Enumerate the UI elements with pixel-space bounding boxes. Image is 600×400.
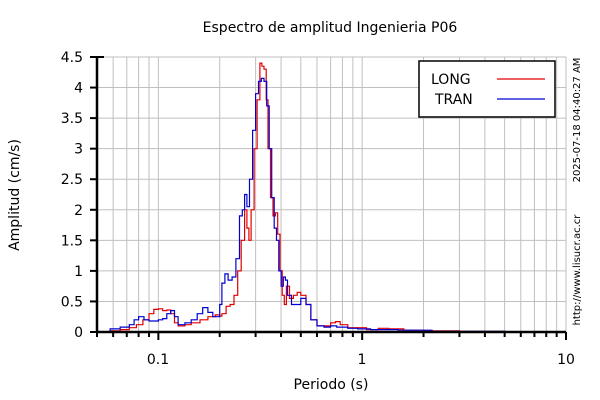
y-tick-label: 0 — [74, 325, 83, 341]
x-tick-labels: 0.1 1 10 — [147, 352, 575, 368]
y-axis-label: Amplitud (cm/s) — [7, 139, 23, 251]
y-tick-label: 2.5 — [61, 172, 83, 188]
y-tick-label: 1.5 — [61, 233, 83, 249]
y-tick-label: 0.5 — [61, 294, 83, 310]
y-tick-label: 1 — [74, 264, 83, 280]
series-group — [100, 62, 566, 333]
legend-box — [418, 60, 556, 118]
grid — [97, 56, 567, 332]
series-tran — [100, 77, 566, 333]
ticks — [90, 56, 567, 340]
y-tick-label: 3 — [74, 142, 83, 158]
y-tick-label: 4.5 — [61, 50, 83, 66]
x-tick-label: 10 — [557, 352, 575, 368]
legend-label-tran: TRAN — [434, 92, 473, 108]
y-tick-label: 4 — [74, 81, 83, 97]
y-tick-label: 2 — [74, 203, 83, 219]
x-tick-label: 1 — [358, 352, 367, 368]
y-tick-label: 3.5 — [61, 111, 83, 127]
x-tick-label: 0.1 — [147, 352, 169, 368]
legend-label-long: LONG — [431, 72, 471, 88]
timestamp-label: 2025-07-18 04:40:27 AM — [572, 58, 583, 183]
y-tick-labels: 0 0.5 1 1.5 2 2.5 3 3.5 4 4.5 — [61, 50, 83, 341]
x-axis-label: Periodo (s) — [294, 377, 369, 393]
chart-title: Espectro de amplitud Ingenieria P06 — [203, 20, 458, 36]
source-url-label: http://www.lisucr.ac.cr — [572, 214, 583, 326]
legend: LONG TRAN — [418, 60, 556, 118]
